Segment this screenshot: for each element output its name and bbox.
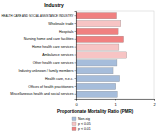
bar — [76, 20, 121, 26]
y-tick-mark — [75, 70, 77, 71]
y-tick-mark — [75, 23, 77, 24]
x-tick-mark — [115, 99, 116, 101]
y-tick: Hospitals — [59, 30, 76, 34]
legend-label: p < 0.05 — [78, 122, 91, 126]
x-tick-label: 2 — [153, 102, 156, 107]
y-tick: Other health care services — [33, 61, 76, 65]
bar — [76, 68, 113, 74]
x-tick-label: 1 — [114, 102, 117, 107]
y-tick: Home health care services — [32, 45, 76, 49]
y-tick-mark — [75, 47, 77, 48]
y-tick-mark — [75, 62, 77, 63]
y-tick-label: Health care, n.e.c. — [45, 77, 73, 81]
y-tick-label: Industry unknown / family members — [18, 69, 73, 73]
bar — [76, 13, 117, 19]
bar — [76, 44, 119, 50]
bar — [76, 36, 124, 42]
y-tick-mark — [75, 55, 77, 56]
y-tick: Health care, n.e.c. — [45, 77, 76, 81]
y-tick-label: Wholesale trade — [48, 22, 73, 26]
legend-swatch — [72, 117, 76, 121]
x-axis-title: Proportionate Mortality Ratio (PMR) — [57, 109, 134, 114]
legend-item: Non-sig — [72, 117, 90, 121]
y-axis-line — [75, 12, 77, 100]
y-tick-label: HEALTH CARE AND SOCIAL ASSISTANCE INDUST… — [2, 14, 75, 18]
bar — [76, 75, 120, 81]
x-axis: 0 1 2 — [75, 99, 156, 107]
y-tick: Industry unknown / family members — [18, 69, 76, 73]
legend-label: Non-sig — [78, 117, 90, 121]
x-tick-mark — [76, 99, 77, 101]
y-tick: Wholesale trade — [48, 22, 76, 26]
y-tick-label: Ambulance services — [42, 53, 74, 57]
y-tick-label: Hospitals — [59, 30, 74, 34]
y-tick: Nursing home and care facilities — [24, 37, 76, 41]
plot-frame — [76, 11, 154, 99]
bar — [76, 52, 127, 58]
y-tick-label: Other health care services — [33, 61, 74, 65]
y-tick-label: Offices of health practitioners — [28, 85, 74, 89]
y-tick-mark — [75, 31, 77, 32]
x-tick-label: 0 — [75, 102, 78, 107]
legend-label: p < 0.01 — [78, 127, 91, 131]
legend-item: p < 0.01 — [72, 127, 91, 131]
y-tick-mark — [75, 15, 77, 16]
y-tick: HEALTH CARE AND SOCIAL ASSISTANCE INDUST… — [2, 14, 77, 18]
x-tick-mark — [154, 99, 155, 101]
chart: HEALTH CARE AND SOCIAL ASSISTANCE INDUST… — [0, 0, 162, 135]
y-tick-mark — [75, 86, 77, 87]
y-tick-mark — [75, 78, 77, 79]
y-axis-title: Industry — [44, 2, 64, 8]
bar — [76, 91, 117, 97]
legend: Non-sigp < 0.05p < 0.01 — [72, 117, 91, 131]
y-axis: HEALTH CARE AND SOCIAL ASSISTANCE INDUST… — [2, 12, 77, 100]
y-tick-mark — [75, 94, 77, 95]
legend-item: p < 0.05 — [72, 122, 91, 126]
y-tick: Offices of health practitioners — [28, 85, 76, 89]
legend-swatch — [72, 122, 76, 126]
y-tick-mark — [75, 39, 77, 40]
x-tick: 0 — [75, 99, 78, 107]
bars — [76, 13, 127, 98]
bar — [76, 28, 118, 34]
x-axis-line — [77, 100, 155, 101]
y-tick-label: Miscellaneous health and social services — [10, 92, 73, 96]
x-tick: 2 — [153, 99, 156, 107]
y-tick-label: Home health care services — [32, 45, 74, 49]
x-tick: 1 — [114, 99, 117, 107]
y-tick: Ambulance services — [42, 53, 76, 57]
y-tick: Miscellaneous health and social services — [10, 92, 76, 96]
legend-swatch — [72, 127, 76, 131]
bar — [76, 83, 116, 89]
y-tick-label: Nursing home and care facilities — [24, 37, 74, 41]
bar — [76, 60, 117, 66]
